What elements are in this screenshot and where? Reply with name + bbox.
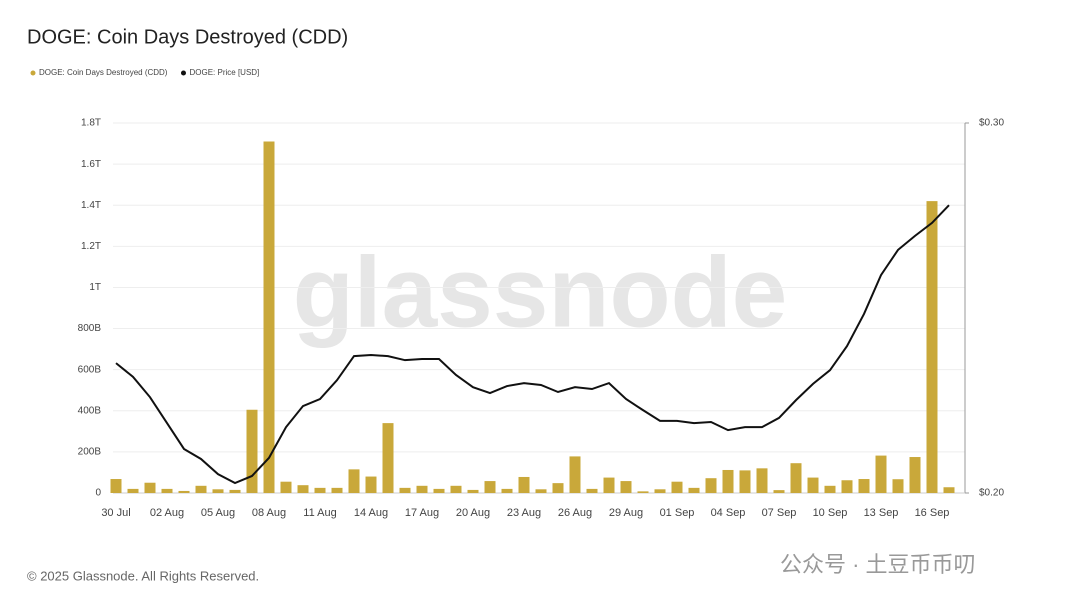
bar xyxy=(365,476,377,493)
bar xyxy=(467,489,479,493)
bar xyxy=(790,463,802,493)
x-tick-label: 10 Sep xyxy=(813,507,848,519)
bar xyxy=(144,482,156,493)
x-tick-label: 07 Sep xyxy=(762,507,797,519)
y-tick-label: 1.4T xyxy=(81,200,101,211)
x-tick-label: 23 Aug xyxy=(507,507,541,519)
bar xyxy=(110,479,122,493)
footer: © 2025 Glassnode. All Rights Reserved. xyxy=(27,568,259,583)
bar xyxy=(229,489,241,493)
bar xyxy=(875,455,887,493)
bar xyxy=(246,409,258,493)
x-tick-label: 16 Sep xyxy=(915,507,950,519)
bar xyxy=(433,488,445,493)
price-line xyxy=(115,204,950,485)
legend-label: DOGE: Coin Days Destroyed (CDD) xyxy=(39,68,168,77)
x-tick-label: 20 Aug xyxy=(456,507,490,519)
bar xyxy=(127,488,139,493)
bar xyxy=(501,488,513,493)
y-tick-label: 1T xyxy=(89,282,101,293)
bar xyxy=(824,485,836,493)
bar xyxy=(637,491,649,493)
x-tick-label: 05 Aug xyxy=(201,507,235,519)
bar xyxy=(688,487,700,493)
chart-title: DOGE: Coin Days Destroyed (CDD) xyxy=(27,26,348,48)
bar xyxy=(348,469,360,493)
y-tick-label: 0 xyxy=(95,488,101,499)
legend-label: DOGE: Price [USD] xyxy=(189,68,259,77)
bar xyxy=(484,481,496,493)
y-tick-label: 400B xyxy=(78,405,102,416)
y-tick-label: 800B xyxy=(78,323,102,334)
x-tick-label: 04 Sep xyxy=(711,507,746,519)
bar xyxy=(773,490,785,493)
y2-tick-label: $0.30 xyxy=(979,118,1004,129)
bar xyxy=(586,488,598,493)
x-tick-label: 30 Jul xyxy=(101,507,130,519)
bar xyxy=(399,487,411,493)
x-tick-label: 26 Aug xyxy=(558,507,592,519)
bar xyxy=(892,479,904,493)
x-tick-label: 11 Aug xyxy=(303,507,336,519)
bar xyxy=(297,485,309,493)
y-tick-label: 1.8T xyxy=(81,118,101,129)
bar xyxy=(722,469,734,493)
y-tick-label: 1.2T xyxy=(81,241,101,252)
bar xyxy=(858,479,870,493)
bar xyxy=(909,457,921,493)
bar xyxy=(654,489,666,493)
bar xyxy=(807,477,819,493)
x-tick-label: 13 Sep xyxy=(864,507,899,519)
y2-tick-label: $0.20 xyxy=(979,488,1004,499)
bar xyxy=(756,468,768,493)
x-tick-label: 02 Aug xyxy=(150,507,184,519)
x-tick-label: 01 Sep xyxy=(660,507,695,519)
x-tick-label: 17 Aug xyxy=(405,507,439,519)
x-tick-label: 14 Aug xyxy=(354,507,388,519)
bar xyxy=(450,485,462,493)
legend-swatch xyxy=(30,70,36,76)
bar xyxy=(926,201,938,493)
bar xyxy=(535,489,547,493)
x-tick-label: 29 Aug xyxy=(609,507,643,519)
bar xyxy=(739,470,751,493)
bar xyxy=(841,480,853,493)
bar xyxy=(195,485,207,493)
bar xyxy=(518,476,530,493)
bar xyxy=(943,487,955,493)
watermark: glassnode xyxy=(293,236,788,348)
bar xyxy=(263,141,275,493)
bar xyxy=(280,481,292,493)
bar xyxy=(382,423,394,493)
y-tick-label: 200B xyxy=(78,447,102,458)
bar xyxy=(416,485,428,493)
y-tick-label: 1.6T xyxy=(81,159,101,170)
bar xyxy=(161,488,173,493)
bar xyxy=(620,481,632,493)
overlay: 公众号 · 土豆币币叨 xyxy=(780,552,976,577)
bar xyxy=(671,481,683,493)
bar xyxy=(212,489,224,493)
bar xyxy=(552,483,564,493)
bar xyxy=(603,477,615,493)
bar xyxy=(331,487,343,493)
bar xyxy=(178,490,190,493)
legend-swatch xyxy=(180,70,186,76)
y-tick-label: 600B xyxy=(78,364,102,375)
x-tick-label: 08 Aug xyxy=(252,507,286,519)
bar xyxy=(569,456,581,493)
bar xyxy=(314,487,326,493)
bar xyxy=(705,478,717,493)
